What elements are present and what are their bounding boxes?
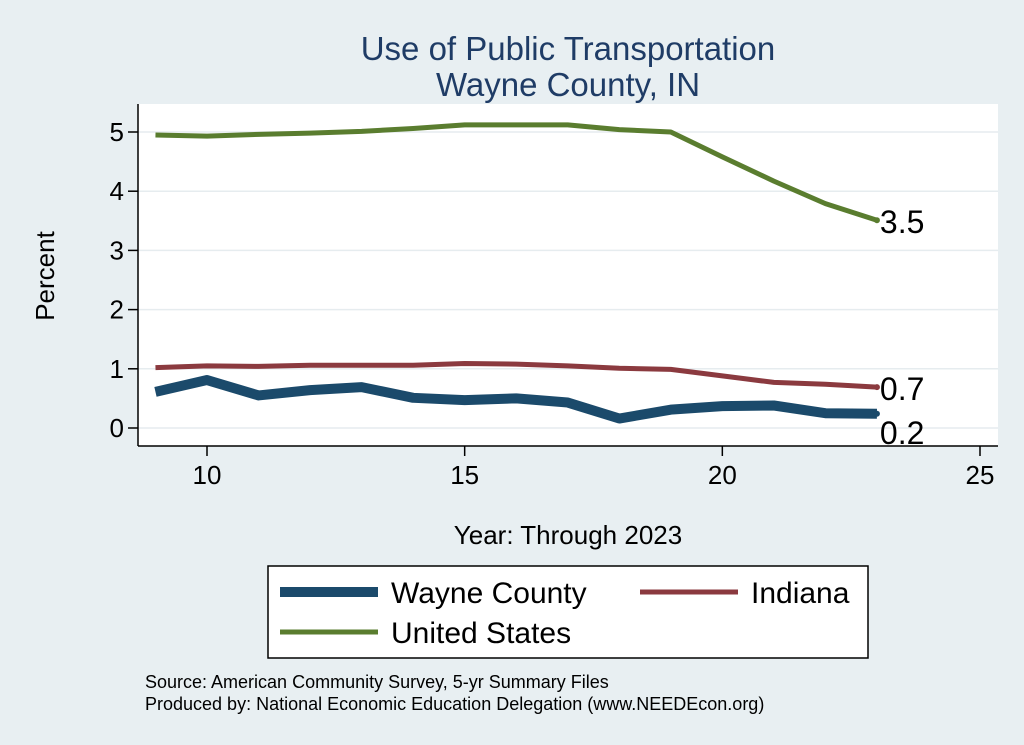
producer-note: Produced by: National Economic Education…: [145, 694, 764, 714]
legend-label-indiana: Indiana: [751, 577, 850, 610]
end-point-united-states: [873, 217, 880, 224]
legend-label-united-states: United States: [391, 617, 571, 650]
x-tick-label: 20: [708, 460, 737, 490]
legend: Wayne County Indiana United States: [267, 565, 869, 659]
end-point-indiana: [873, 384, 880, 391]
end-label-united-states: 3.5: [880, 204, 924, 240]
source-note: Source: American Community Survey, 5-yr …: [145, 672, 609, 692]
y-tick-label: 1: [110, 354, 124, 384]
x-tick-label: 25: [966, 460, 995, 490]
x-tick-label: 15: [450, 460, 479, 490]
y-axis-label: Percent: [30, 230, 60, 320]
y-tick-label: 4: [110, 176, 124, 206]
series-line-united-states: [155, 122, 878, 223]
x-axis-label: Year: Through 2023: [454, 520, 682, 550]
end-label-indiana: 0.7: [880, 371, 924, 407]
chart-title: Use of Public Transportation: [361, 30, 776, 67]
series-line-wayne-county: [154, 375, 877, 424]
end-point-wayne-county: [873, 410, 880, 417]
series-line-indiana: [155, 360, 878, 390]
y-tick-label: 5: [110, 117, 124, 147]
legend-label-wayne-county: Wayne County: [391, 577, 587, 610]
y-tick-label: 0: [110, 413, 124, 443]
legend-box: [267, 565, 869, 659]
y-tick-label: 2: [110, 295, 124, 325]
end-label-wayne-county: 0.2: [880, 415, 924, 451]
y-tick-label: 3: [110, 235, 124, 265]
x-tick-label: 10: [193, 460, 222, 490]
chart-subtitle: Wayne County, IN: [436, 66, 700, 103]
